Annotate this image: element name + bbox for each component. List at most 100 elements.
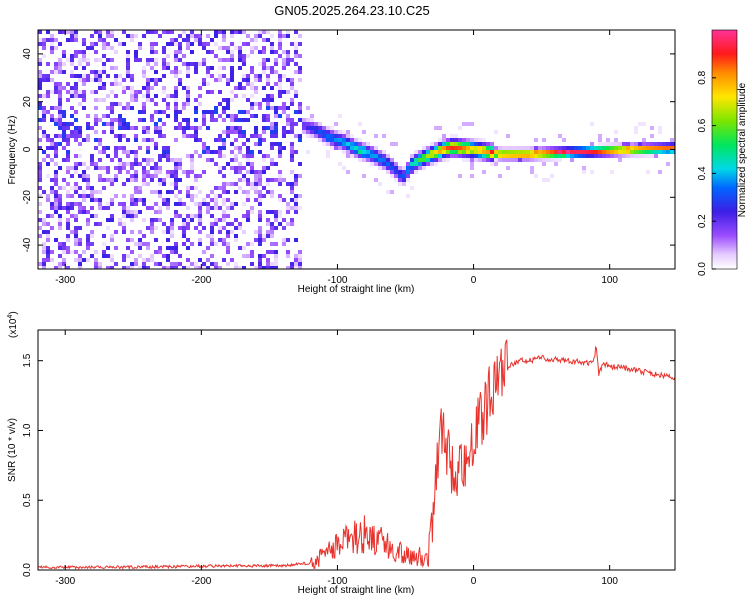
spectrogram-cell [250,262,254,266]
spectrogram-cell [650,146,654,150]
spectrogram-cell [46,138,50,142]
spectrogram-cell [82,162,86,166]
spectrogram-cell [118,42,122,46]
spectrogram-cell [74,186,78,190]
spectrogram-cell [234,146,238,150]
spectrogram-cell [162,230,166,234]
spectrogram-cell [90,126,94,130]
spectrogram-cell [130,194,134,198]
spectrogram-cell [386,154,390,158]
spectrogram-cell [86,222,90,226]
spectrogram-cell [110,58,114,62]
spectrogram-cell [510,158,514,162]
spectrogram-cell [274,242,278,246]
spectrogram-cell [330,138,334,142]
spectrogram-cell [482,154,486,158]
spectrogram-cell [454,146,458,150]
spectrogram-cell [90,154,94,158]
spectrogram-cell [98,86,102,90]
spectrogram-cell [54,70,58,74]
spectrogram-cell [146,150,150,154]
spectrogram-cell [66,82,70,86]
spectrogram-cell [42,158,46,162]
spectrogram-cell [110,214,114,218]
spectrogram-cell [206,66,210,70]
spectrogram-cell [242,62,246,66]
spectrogram-cell [106,206,110,210]
spectrogram-cell [82,206,86,210]
spectrogram-cell [374,150,378,154]
spectrogram-cell [290,78,294,82]
spectrogram-cell [222,146,226,150]
spectrogram-cell [58,202,62,206]
spectrogram-cell [230,150,234,154]
spectrogram-cell [174,262,178,266]
spectrogram-cell [122,182,126,186]
spectrogram-cell [274,114,278,118]
spectrogram-cell [94,122,98,126]
spectrogram-cell [226,206,230,210]
spectrogram-cell [190,42,194,46]
spectrogram-cell [306,126,310,130]
spectrogram-cell [66,226,70,230]
spectrogram-cell [374,134,378,138]
spectrogram-cell [250,106,254,110]
spectrogram-cell [242,78,246,82]
spectrogram-cell [358,154,362,158]
spectrogram-cell [74,90,78,94]
spectrogram-cell [106,106,110,110]
spectrogram-cell [42,258,46,262]
spectrogram-cell [82,174,86,178]
spectrogram-cell [598,146,602,150]
spectrogram-cell [134,162,138,166]
spectrogram-cell [106,166,110,170]
spectrogram-cell [134,210,138,214]
spectrogram-cell [286,50,290,54]
spectrogram-cell [298,258,302,262]
spectrogram-cell [246,218,250,222]
spectrogram-cell [474,138,478,142]
spectrogram-cell [302,118,306,122]
spectrogram-cell [290,262,294,266]
spectrogram-cell [74,30,78,34]
spectrogram-cell [142,74,146,78]
spectrogram-cell [94,90,98,94]
spectrogram-cell [210,206,214,210]
spectrogram-cell [474,146,478,150]
spectrogram-cell [242,118,246,122]
spectrogram-cell [222,214,226,218]
snr-x-label: Height of straight line (km) [298,585,415,596]
spectrogram-cell [290,122,294,126]
spectrogram-cell [118,114,122,118]
spectrogram-cell [270,234,274,238]
spectrogram-cell [290,266,294,269]
spectrogram-cell [202,110,206,114]
spectrogram-cell [154,30,158,34]
spectrogram-cell [214,242,218,246]
spectrogram-cell [610,142,614,146]
spectrogram-cell [634,146,638,150]
spectrogram-cell [158,190,162,194]
spectrogram-cell [286,254,290,258]
spectrogram-cell [278,94,282,98]
spectrogram-cell [82,178,86,182]
spectrogram-cell [270,46,274,50]
spectrogram-cell [238,54,242,58]
snr-x-tick-label: 0 [471,576,477,587]
spectrogram-cell [134,258,138,262]
spectrogram-cell [194,70,198,74]
spectrogram-cell [54,198,58,202]
spectrogram-cell [174,90,178,94]
spectrogram-cell [286,118,290,122]
spectrogram-cell [238,150,242,154]
spectrogram-cell [450,134,454,138]
spectrogram-cell [178,190,182,194]
spectrogram-cell [74,38,78,42]
spectrogram-cell [246,198,250,202]
spectrogram-cell [130,98,134,102]
spectrogram-cell [226,46,230,50]
spectrogram-cell [246,110,250,114]
spectrogram-cell [166,266,170,269]
spectrogram-cell [142,182,146,186]
spectrogram-cell [298,194,302,198]
